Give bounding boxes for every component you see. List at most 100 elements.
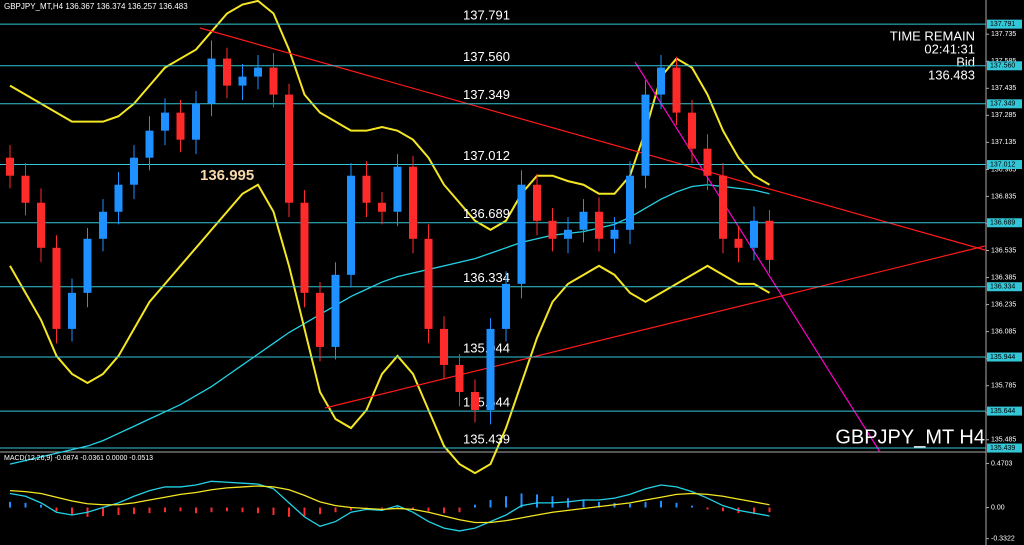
candle-body bbox=[703, 148, 712, 176]
bid-value: 136.483 bbox=[928, 67, 975, 82]
level-axis-label: 137.560 bbox=[990, 63, 1015, 70]
candle-body bbox=[657, 67, 665, 95]
time-remain: 02:41:31 bbox=[924, 41, 975, 56]
candle-body bbox=[114, 184, 123, 212]
candle-body bbox=[269, 67, 278, 95]
level-axis-label: 137.791 bbox=[990, 21, 1015, 28]
candle-body bbox=[765, 220, 774, 260]
level-box bbox=[987, 160, 1022, 170]
candle-body bbox=[254, 67, 262, 77]
candle-body bbox=[486, 328, 495, 411]
y-tick-label: 136.835 bbox=[991, 193, 1016, 200]
candle-body bbox=[579, 211, 588, 230]
level-label: 136.334 bbox=[463, 270, 510, 285]
level-box bbox=[987, 406, 1022, 416]
level-label: 135.439 bbox=[463, 431, 510, 446]
candle-body bbox=[610, 229, 619, 239]
candle-body bbox=[145, 130, 154, 158]
candle-body bbox=[99, 211, 107, 239]
candle-body bbox=[362, 175, 371, 203]
level-axis-label: 135.644 bbox=[990, 408, 1015, 415]
macd-title: MACD(12,26,9) -0.0874 -0.0361 0.0000 -0.… bbox=[4, 455, 153, 462]
macd-line bbox=[9, 485, 770, 524]
y-tick-label: 137.285 bbox=[991, 112, 1016, 119]
candle-body bbox=[192, 103, 200, 140]
indicator-line bbox=[9, 184, 770, 465]
candle-body bbox=[83, 238, 92, 293]
candle-body bbox=[719, 175, 727, 239]
level-box bbox=[987, 443, 1022, 453]
trend-line bbox=[324, 245, 986, 409]
candle-body bbox=[471, 391, 479, 411]
candle-body bbox=[393, 166, 402, 212]
trend-line bbox=[199, 27, 986, 251]
level-label: 137.012 bbox=[463, 148, 510, 163]
candle-body bbox=[316, 292, 324, 347]
level-axis-label: 136.334 bbox=[990, 284, 1015, 291]
level-axis-label: 135.439 bbox=[990, 445, 1015, 452]
level-axis-label: 137.349 bbox=[990, 101, 1015, 108]
macd-line bbox=[9, 480, 770, 532]
candle-body bbox=[378, 202, 386, 212]
candle-body bbox=[548, 220, 557, 239]
candle-body bbox=[641, 94, 650, 176]
candle-body bbox=[285, 94, 293, 203]
level-box bbox=[987, 282, 1022, 292]
level-box bbox=[987, 61, 1022, 71]
candle-body bbox=[734, 238, 743, 248]
candle-body bbox=[238, 76, 247, 86]
candle-body bbox=[440, 328, 448, 365]
candle-body bbox=[176, 112, 185, 140]
candle-body bbox=[300, 202, 309, 293]
time-label: TIME REMAIN bbox=[890, 28, 975, 43]
y-tick-label: 136.535 bbox=[991, 247, 1016, 254]
candle-body bbox=[68, 292, 76, 329]
candle-body bbox=[626, 175, 634, 230]
macd-tick-label: 0.00 bbox=[991, 504, 1005, 511]
candle-body bbox=[223, 58, 231, 86]
y-tick-label: 137.435 bbox=[991, 85, 1016, 92]
y-tick-label: 135.785 bbox=[991, 383, 1016, 390]
level-axis-label: 136.689 bbox=[990, 220, 1015, 227]
symbol-label: GBPJPY_MT H4 bbox=[835, 426, 985, 448]
level-box bbox=[987, 99, 1022, 109]
candle-body bbox=[331, 274, 340, 347]
y-tick-label: 137.735 bbox=[991, 31, 1016, 38]
level-label: 137.791 bbox=[463, 8, 510, 23]
level-box bbox=[987, 352, 1022, 362]
level-axis-label: 135.944 bbox=[990, 354, 1015, 361]
y-tick-label: 136.235 bbox=[991, 301, 1016, 308]
y-tick-label: 136.985 bbox=[991, 166, 1016, 173]
level-axis-label: 137.012 bbox=[990, 161, 1015, 168]
candle-body bbox=[455, 364, 464, 392]
y-tick-label: 136.385 bbox=[991, 274, 1016, 281]
macd-tick-label: 0.4703 bbox=[991, 460, 1013, 467]
candle-body bbox=[688, 112, 696, 149]
level-label: 136.689 bbox=[463, 206, 510, 221]
candle-body bbox=[424, 238, 433, 329]
candle-body bbox=[161, 112, 169, 131]
candle-body bbox=[52, 247, 61, 329]
candle-body bbox=[564, 229, 572, 239]
candle-body bbox=[595, 211, 603, 239]
candle-body bbox=[207, 58, 216, 104]
header: GBPJPY_MT,H4 136.367 136.374 136.257 136… bbox=[4, 2, 188, 11]
candle-body bbox=[517, 184, 526, 284]
level-box bbox=[987, 218, 1022, 228]
candle-body bbox=[6, 157, 14, 176]
indicator-line bbox=[9, 183, 771, 475]
y-tick-label: 135.485 bbox=[991, 437, 1016, 444]
trend-line bbox=[634, 61, 881, 453]
y-tick-label: 137.135 bbox=[991, 139, 1016, 146]
annotation: 136.995 bbox=[200, 167, 254, 184]
level-box bbox=[987, 19, 1022, 29]
candle-body bbox=[37, 202, 45, 248]
candle-body bbox=[409, 166, 417, 239]
candle-body bbox=[750, 220, 758, 248]
candle-body bbox=[347, 175, 355, 275]
candle-body bbox=[21, 175, 30, 203]
candle-body bbox=[672, 67, 681, 113]
